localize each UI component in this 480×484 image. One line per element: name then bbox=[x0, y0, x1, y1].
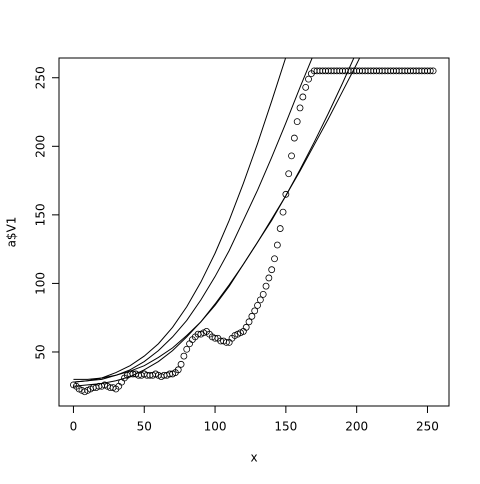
y-tick-label: 150 bbox=[34, 203, 48, 226]
point bbox=[302, 83, 310, 91]
point bbox=[273, 241, 281, 249]
curve bbox=[73, 58, 355, 380]
x-tick-label: 150 bbox=[274, 420, 297, 434]
curve bbox=[73, 58, 313, 383]
curve bbox=[73, 58, 287, 383]
y-tick-label: 100 bbox=[34, 272, 48, 295]
point bbox=[279, 208, 287, 216]
point bbox=[265, 274, 273, 282]
y-tick-label: 250 bbox=[34, 66, 48, 89]
point bbox=[245, 318, 253, 326]
point bbox=[288, 152, 295, 160]
plot-area bbox=[70, 58, 437, 396]
point bbox=[293, 118, 301, 126]
point bbox=[251, 307, 259, 315]
x-tick-label: 0 bbox=[70, 420, 78, 434]
x-tick-label: 50 bbox=[137, 420, 152, 434]
point bbox=[429, 67, 437, 75]
point bbox=[248, 312, 256, 320]
x-axis-label: x bbox=[250, 451, 257, 465]
point bbox=[242, 323, 250, 331]
curve bbox=[73, 58, 361, 387]
point bbox=[305, 75, 312, 83]
point bbox=[262, 282, 270, 290]
point bbox=[183, 345, 191, 353]
point bbox=[299, 93, 307, 101]
point bbox=[259, 290, 267, 298]
x-tick-label: 200 bbox=[345, 420, 368, 434]
point bbox=[276, 225, 284, 232]
y-tick-label: 200 bbox=[34, 135, 48, 158]
point bbox=[282, 190, 290, 198]
point bbox=[222, 338, 230, 346]
point bbox=[285, 170, 293, 178]
point bbox=[296, 104, 304, 112]
point bbox=[426, 67, 434, 75]
y-axis-label: a$V1 bbox=[5, 217, 19, 248]
point bbox=[254, 301, 261, 309]
y-tick-label: 50 bbox=[34, 344, 48, 359]
point bbox=[256, 296, 264, 304]
point bbox=[174, 366, 182, 374]
x-tick-label: 250 bbox=[416, 420, 439, 434]
plot-box bbox=[58, 57, 450, 407]
point bbox=[211, 334, 219, 342]
point bbox=[271, 255, 278, 263]
point bbox=[268, 266, 276, 274]
x-tick-label: 100 bbox=[204, 420, 227, 434]
point bbox=[180, 352, 188, 360]
point bbox=[290, 134, 298, 142]
point bbox=[177, 360, 185, 368]
point bbox=[186, 340, 193, 348]
